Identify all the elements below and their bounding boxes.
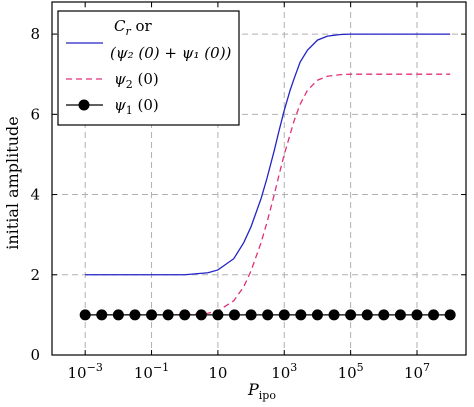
legend-psi1-symbol: ψ xyxy=(114,96,126,114)
x-tick-label: 10−1 xyxy=(134,361,169,382)
data-point-psi1 xyxy=(394,309,406,321)
data-point-psi1 xyxy=(212,309,224,321)
series-line-psi2 xyxy=(85,73,451,316)
x-tick-label-base: 10 xyxy=(134,364,153,382)
data-point-psi1 xyxy=(112,309,124,321)
plot-series xyxy=(79,33,456,321)
x-tick-label-base: 10 xyxy=(68,364,87,382)
legend-entry-psi1: ψ1 (0) xyxy=(114,96,159,117)
data-point-psi1 xyxy=(179,309,191,321)
series-line-cr xyxy=(85,33,451,276)
legend-cr-symbol: C xyxy=(114,17,126,35)
legend-psi2-symbol: ψ xyxy=(114,70,126,88)
legend-psi1-subscript: 1 xyxy=(126,104,133,117)
legend-psi2-rest: (0) xyxy=(133,70,159,88)
x-tick-label-exponent: −3 xyxy=(87,361,103,374)
data-point-psi1 xyxy=(345,309,357,321)
legend-cr-rest: or xyxy=(131,17,153,35)
data-point-psi1 xyxy=(428,309,440,321)
data-point-psi1 xyxy=(328,309,340,321)
data-point-psi1 xyxy=(79,309,91,321)
legend-entry-cr-line2: (ψ₂ (0) + ψ₁ (0)) xyxy=(110,44,232,62)
data-point-psi1 xyxy=(262,309,274,321)
y-tick-label: 6 xyxy=(30,105,40,123)
legend-entry-cr-line1: Cr or xyxy=(114,17,153,38)
data-point-psi1 xyxy=(162,309,174,321)
x-tick-label-base: 10 xyxy=(404,364,423,382)
x-tick-label: 10 xyxy=(208,364,227,382)
data-point-psi1 xyxy=(96,309,108,321)
data-point-psi1 xyxy=(195,309,207,321)
x-tick-label-exponent: 5 xyxy=(357,361,364,374)
data-point-psi1 xyxy=(295,309,307,321)
y-tick-label: 4 xyxy=(30,186,40,204)
y-tick-label: 0 xyxy=(30,346,40,364)
data-point-psi1 xyxy=(444,309,456,321)
x-tick-label-base: 10 xyxy=(208,364,227,382)
data-point-psi1 xyxy=(129,309,141,321)
y-tick-label: 8 xyxy=(30,25,40,43)
x-tick-label: 103 xyxy=(271,361,297,382)
y-axis-label: initial amplitude xyxy=(3,116,22,249)
x-axis-label-subscript: ipo xyxy=(259,389,277,402)
x-axis-label-main: P xyxy=(247,380,259,399)
legend-entry-psi2: ψ2 (0) xyxy=(114,70,159,91)
x-tick-label: 107 xyxy=(404,361,430,382)
y-tick-label: 2 xyxy=(30,266,40,284)
legend-psi1-rest: (0) xyxy=(133,96,159,114)
x-tick-label: 105 xyxy=(338,361,364,382)
data-point-psi1 xyxy=(245,309,257,321)
x-tick-label-exponent: −1 xyxy=(153,361,169,374)
data-point-psi1 xyxy=(311,309,323,321)
data-point-psi1 xyxy=(146,309,158,321)
x-tick-label-base: 10 xyxy=(338,364,357,382)
x-tick-label: 10−3 xyxy=(68,361,103,382)
x-tick-label-base: 10 xyxy=(271,364,290,382)
x-axis-label: Pipo xyxy=(247,380,276,402)
data-point-psi1 xyxy=(378,309,390,321)
legend-marker-psi1 xyxy=(78,99,90,111)
plot-frame xyxy=(51,1,467,356)
legend-cr-subscript: r xyxy=(125,25,131,38)
legend: Cr or (ψ₂ (0) + ψ₁ (0)) ψ2 (0) ψ1 (0) xyxy=(57,10,240,126)
data-point-psi1 xyxy=(278,309,290,321)
legend-psi2-subscript: 2 xyxy=(126,78,133,91)
data-point-psi1 xyxy=(361,309,373,321)
data-point-psi1 xyxy=(228,309,240,321)
data-point-psi1 xyxy=(411,309,423,321)
x-tick-label-exponent: 3 xyxy=(290,361,297,374)
x-tick-label-exponent: 7 xyxy=(423,361,430,374)
